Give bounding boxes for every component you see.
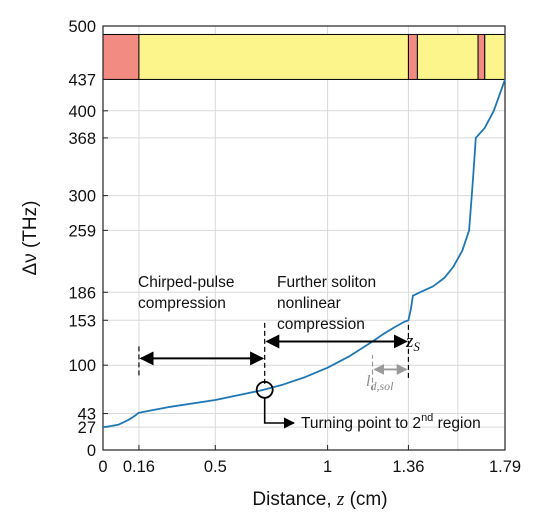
x-axis-label: Distance, z (cm) (252, 489, 387, 510)
annotation-ldsol-sub: d,sol (370, 379, 394, 393)
x-axis-label-prefix: Distance, (252, 489, 336, 510)
region-segment (477, 33, 486, 80)
annotation-turning-text2: region (433, 415, 480, 432)
y-tick-label: 186 (68, 284, 96, 302)
series-layer (102, 79, 506, 428)
regions-bar (102, 33, 506, 80)
y-tick-label: 300 (68, 188, 96, 206)
y-tick-label: 153 (68, 312, 96, 330)
grid-layer (103, 26, 506, 450)
x-tick-label: 1.36 (392, 458, 424, 476)
series-line (102, 79, 506, 428)
x-tick-label: 0.5 (204, 458, 227, 476)
y-tick-label: 437 (68, 71, 96, 89)
y-tick-label: 43 (78, 406, 96, 424)
y-tick-label: 27 (78, 419, 96, 437)
annotation-chirped-line2: compression (138, 295, 226, 312)
x-axis-label-suffix: (cm) (344, 489, 387, 510)
y-tick-label: 0 (87, 442, 96, 460)
region-segment (416, 33, 479, 80)
annotation-chirped-line1: Chirped-pulse (138, 274, 235, 291)
region-segment (407, 33, 418, 80)
plot-frame (102, 25, 506, 451)
annotation-turning-text: Turning point to 2 (301, 415, 421, 432)
x-tick-label: 0.16 (123, 458, 155, 476)
annotation-turning-point: Turning point to 2nd region (301, 412, 481, 432)
turning-point-pointer (263, 397, 296, 429)
y-axis-label: Δν (THz) (20, 201, 41, 276)
annotation-zs: zS (405, 331, 420, 354)
annotation-further-line2: nonlinear (277, 295, 341, 312)
annotation-further-line3: compression (277, 316, 365, 333)
annotation-ldsol: ld,sol (366, 373, 394, 393)
annotation-ldsol-main: l (366, 373, 371, 390)
region-segment (102, 33, 140, 80)
annotation-turning-sup: nd (421, 412, 433, 424)
x-tick-label: 1 (323, 458, 332, 476)
x-tick-label: 0 (98, 458, 107, 476)
y-tick-label: 368 (68, 130, 96, 148)
y-tick-label: 400 (68, 103, 96, 121)
x-tick-label: 1.79 (489, 458, 521, 476)
y-tick-label: 259 (68, 222, 96, 240)
annotation-zs-sub: S (413, 339, 420, 354)
region-segment (484, 33, 506, 80)
y-tick-label: 500 (68, 18, 96, 36)
region-segment (138, 33, 409, 80)
annotation-further-line1: Further soliton (277, 274, 376, 291)
annotation-zs-main: z (405, 331, 414, 352)
x-axis-label-var: z (336, 489, 345, 510)
annotations: Chirped-pulse compression Further solito… (138, 274, 481, 432)
y-tick-label: 100 (68, 357, 96, 375)
axes (102, 25, 506, 451)
